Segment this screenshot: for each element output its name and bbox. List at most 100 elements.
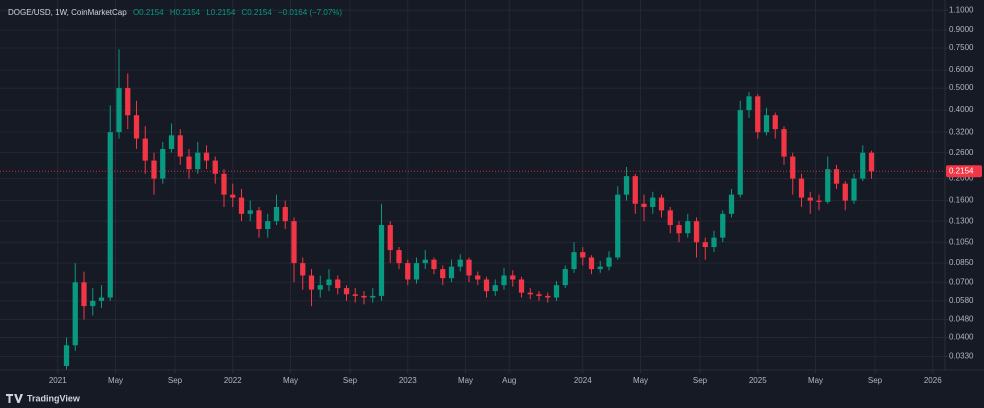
candle-body xyxy=(168,135,175,149)
candle-body xyxy=(265,221,271,230)
candle-body xyxy=(431,259,437,270)
candle-body xyxy=(63,345,70,366)
candle-body xyxy=(580,252,586,258)
candle-body xyxy=(685,221,691,234)
candle-body xyxy=(352,294,358,296)
candle-body xyxy=(807,197,813,201)
x-tick-label: May xyxy=(633,376,648,385)
candle-body xyxy=(133,115,140,139)
candle-body xyxy=(606,257,612,267)
readout-high: H0.2154 xyxy=(170,8,201,17)
candle-body xyxy=(177,135,183,157)
last-price-label: 0.2154 xyxy=(949,166,974,175)
candle-body xyxy=(868,152,875,172)
candle-body xyxy=(440,269,446,279)
candle-body xyxy=(553,285,560,298)
logo-icon xyxy=(6,394,23,403)
candle-body xyxy=(518,279,525,293)
candle-body xyxy=(221,173,227,195)
candles xyxy=(63,49,875,370)
readout-low: L0.2154 xyxy=(206,8,235,17)
candle-body xyxy=(623,176,630,195)
candle-body xyxy=(282,207,288,222)
candle-body xyxy=(746,96,752,111)
candle-body xyxy=(335,279,341,289)
candle-body xyxy=(72,282,78,346)
candle-body xyxy=(291,221,297,264)
y-tick-label: 0.1050 xyxy=(949,237,974,246)
candle-body xyxy=(151,160,157,179)
x-tick-label: Aug xyxy=(502,376,516,385)
candle-body xyxy=(693,221,700,243)
candle-body xyxy=(562,269,568,286)
candle-body xyxy=(755,96,761,133)
candle-body xyxy=(238,197,245,214)
candle-body xyxy=(492,285,498,292)
candle-body xyxy=(273,207,280,222)
candle-body xyxy=(422,259,428,264)
candle-body xyxy=(667,210,673,226)
candle-body xyxy=(212,160,218,174)
y-tick-label: 0.0330 xyxy=(949,352,974,361)
candle-body xyxy=(378,225,385,296)
y-tick-label: 0.5000 xyxy=(949,83,974,92)
y-tick-label: 0.0400 xyxy=(949,333,974,342)
readout-change: −0.0164 (−7.07%) xyxy=(278,8,342,17)
candle-body xyxy=(763,115,770,133)
candle-body xyxy=(510,275,516,280)
x-tick-label: May xyxy=(108,376,123,385)
candle-body xyxy=(851,178,857,201)
y-tick-label: 0.2600 xyxy=(949,148,974,157)
x-tick-label: 2025 xyxy=(749,376,767,385)
candle-body xyxy=(195,152,201,170)
candle-body xyxy=(842,183,848,201)
y-tick-label: 0.0700 xyxy=(949,277,974,286)
candle-body xyxy=(396,250,402,264)
candle-body xyxy=(536,294,542,296)
candle-body xyxy=(160,148,166,179)
candle-body xyxy=(772,115,778,130)
candle-body xyxy=(343,288,350,295)
y-tick-label: 1.1000 xyxy=(949,5,974,14)
candle-body xyxy=(658,197,665,211)
candle-body xyxy=(81,282,87,307)
candle-body xyxy=(125,88,131,116)
y-tick-label: 0.0480 xyxy=(949,315,974,324)
candle-body xyxy=(711,237,717,248)
brand-logo[interactable]: TradingView xyxy=(6,393,81,403)
candle-body xyxy=(142,138,148,161)
candle-body xyxy=(387,225,393,251)
readout-open: O0.2154 xyxy=(133,8,164,17)
candle-body xyxy=(632,176,638,204)
legend-header: DOGE/USD, 1W, CoinMarketCap O0.2154 H0.2… xyxy=(8,8,342,17)
symbol: DOGE/USD, 1W, CoinMarketCap xyxy=(8,8,127,17)
candle-body xyxy=(728,194,735,214)
readout-close: C0.2154 xyxy=(242,8,273,17)
axes: 0.0330 0.0400 0.0480 0.0580 0.0700 0.0850 0.10… xyxy=(0,5,982,385)
candle-body xyxy=(545,295,551,298)
candle-body xyxy=(737,110,743,195)
candle-body xyxy=(501,275,507,286)
x-tick-label: Sep xyxy=(868,376,883,385)
candle-body xyxy=(370,295,376,298)
candle-body xyxy=(317,285,323,290)
candle-body xyxy=(527,292,533,295)
candle-body xyxy=(116,88,122,133)
candle-body xyxy=(466,259,472,276)
candle-body xyxy=(615,194,621,258)
candle-body xyxy=(107,132,113,298)
candle-body xyxy=(816,200,822,202)
candle-body xyxy=(256,210,262,230)
candle-body xyxy=(650,197,656,208)
candle-body xyxy=(798,178,805,198)
candle-body xyxy=(203,152,210,161)
candle-body xyxy=(405,263,411,280)
x-tick-label: 2026 xyxy=(924,376,942,385)
candle-body xyxy=(676,225,682,234)
candle-body xyxy=(571,252,577,270)
x-tick-label: 2024 xyxy=(574,376,592,385)
candle-body xyxy=(98,297,105,301)
